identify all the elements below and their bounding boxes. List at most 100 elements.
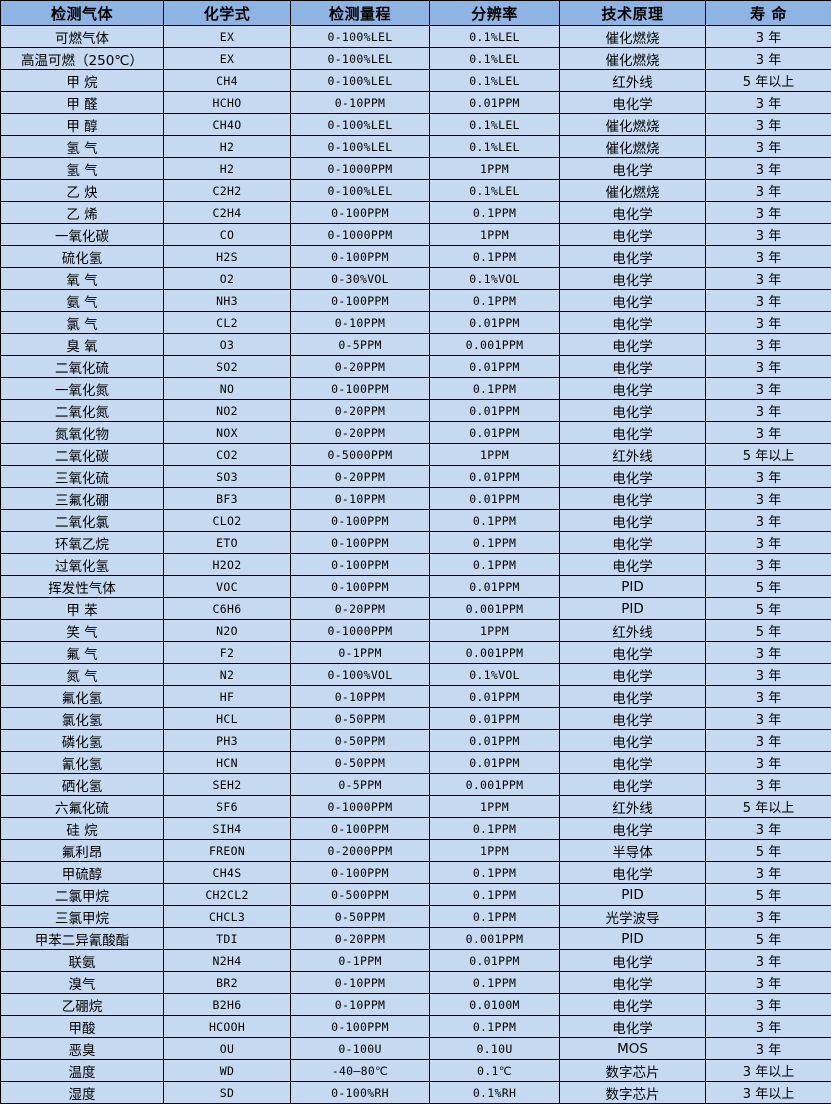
cell-gas: 甲苯二异氰酸酯 [1,928,164,950]
cell-gas: 溴气 [1,972,164,994]
cell-formula: VOC [164,576,291,598]
cell-gas: 氮 气 [1,664,164,686]
cell-life: 3 年 [706,400,831,422]
cell-gas: 一氧化氮 [1,378,164,400]
cell-gas: 甲 烷 [1,70,164,92]
column-header-gas: 检测气体 [1,1,164,26]
cell-life: 3 年 [706,774,831,796]
cell-res: 0.1PPM [430,972,560,994]
cell-res: 1PPM [430,840,560,862]
cell-life: 3 年 [706,422,831,444]
cell-formula: H2 [164,136,291,158]
cell-range: 0-10PPM [291,92,430,114]
cell-gas: 高温可燃（250℃） [1,48,164,70]
cell-gas: 恶臭 [1,1038,164,1060]
cell-range: 0-30%VOL [291,268,430,290]
cell-range: 0-100PPM [291,378,430,400]
cell-gas: 甲 醛 [1,92,164,114]
cell-res: 1PPM [430,444,560,466]
cell-formula: HF [164,686,291,708]
cell-res: 0.0100M [430,994,560,1016]
cell-formula: C6H6 [164,598,291,620]
cell-tech: 红外线 [560,796,706,818]
cell-formula: NH3 [164,290,291,312]
cell-tech: 电化学 [560,994,706,1016]
cell-life: 3 年 [706,48,831,70]
cell-tech: 电化学 [560,92,706,114]
cell-tech: 催化燃烧 [560,180,706,202]
cell-life: 5 年以上 [706,70,831,92]
cell-formula: PH3 [164,730,291,752]
cell-gas: 氟化氢 [1,686,164,708]
cell-res: 0.1PPM [430,906,560,928]
cell-res: 1PPM [430,224,560,246]
cell-life: 3 年 [706,114,831,136]
cell-life: 3 年 [706,180,831,202]
cell-tech: 电化学 [560,466,706,488]
cell-res: 0.01PPM [430,730,560,752]
cell-range: 0-100PPM [291,554,430,576]
cell-formula: NOX [164,422,291,444]
cell-tech: PID [560,598,706,620]
cell-res: 0.001PPM [430,928,560,950]
cell-tech: 电化学 [560,642,706,664]
cell-range: -40—80℃ [291,1060,430,1082]
cell-res: 0.1%LEL [430,114,560,136]
cell-tech: 电化学 [560,334,706,356]
cell-res: 0.001PPM [430,334,560,356]
cell-life: 3 年 [706,356,831,378]
cell-range: 0-100PPM [291,818,430,840]
cell-formula: SF6 [164,796,291,818]
cell-formula: CL2 [164,312,291,334]
cell-formula: EX [164,48,291,70]
cell-tech: 电化学 [560,488,706,510]
cell-life: 3 年 [706,862,831,884]
cell-gas: 乙 炔 [1,180,164,202]
cell-formula: C2H4 [164,202,291,224]
cell-res: 0.01PPM [430,488,560,510]
cell-res: 0.01PPM [430,686,560,708]
cell-range: 0-50PPM [291,730,430,752]
cell-gas: 挥发性气体 [1,576,164,598]
cell-res: 0.01PPM [430,708,560,730]
cell-tech: 电化学 [560,708,706,730]
cell-range: 0-100PPM [291,532,430,554]
cell-res: 0.1PPM [430,1016,560,1038]
cell-tech: PID [560,576,706,598]
cell-tech: 红外线 [560,620,706,642]
cell-formula: BR2 [164,972,291,994]
cell-gas: 氯 气 [1,312,164,334]
cell-range: 0-100%RH [291,1082,430,1104]
cell-formula: N2H4 [164,950,291,972]
cell-range: 0-50PPM [291,752,430,774]
cell-range: 0-2000PPM [291,840,430,862]
cell-gas: 臭 氧 [1,334,164,356]
cell-formula: CH2CL2 [164,884,291,906]
cell-tech: 电化学 [560,554,706,576]
cell-range: 0-20PPM [291,466,430,488]
cell-gas: 三氯甲烷 [1,906,164,928]
cell-range: 0-1000PPM [291,620,430,642]
cell-res: 1PPM [430,158,560,180]
cell-formula: CO2 [164,444,291,466]
cell-formula: NO2 [164,400,291,422]
cell-tech: 电化学 [560,422,706,444]
cell-range: 0-100U [291,1038,430,1060]
cell-gas: 甲硫醇 [1,862,164,884]
